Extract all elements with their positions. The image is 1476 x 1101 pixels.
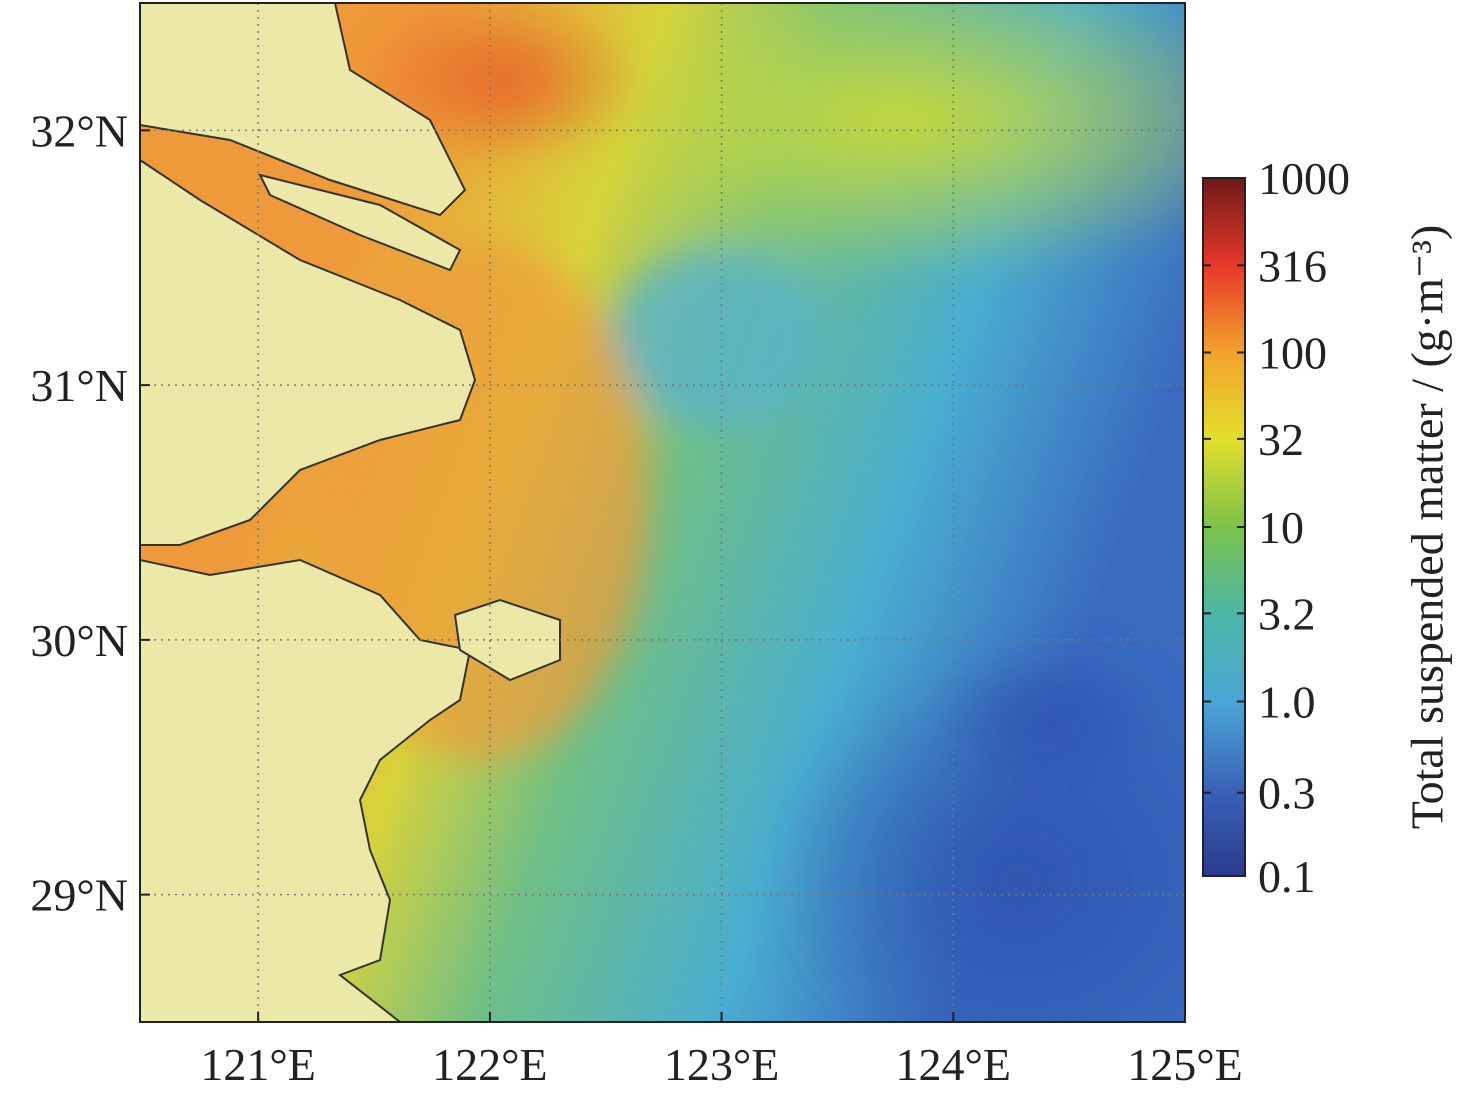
- colorbar-label: 100: [1258, 328, 1327, 379]
- x-tick-label: 123°E: [664, 1039, 780, 1090]
- colorbar-label: 10: [1258, 502, 1304, 553]
- map-area: [140, 3, 1185, 1022]
- x-tick-label: 121°E: [200, 1039, 316, 1090]
- colorbar-title: Total suspended matter / (g·m⁻³): [1402, 225, 1453, 830]
- colorbar-label: 0.1: [1258, 851, 1316, 902]
- colorbar-label: 0.3: [1258, 768, 1316, 819]
- colorbar-label: 316: [1258, 240, 1327, 291]
- y-tick-label: 30°N: [30, 615, 128, 666]
- colorbar-label: 1000: [1258, 153, 1350, 204]
- y-tick-label: 32°N: [30, 105, 128, 156]
- y-tick-label: 29°N: [30, 870, 128, 921]
- x-tick-label: 122°E: [432, 1039, 548, 1090]
- colorbar-label: 1.0: [1258, 677, 1316, 728]
- x-tick-label: 124°E: [896, 1039, 1012, 1090]
- y-tick-label: 31°N: [30, 360, 128, 411]
- x-tick-label: 125°E: [1127, 1039, 1243, 1090]
- colorbar-label: 32: [1258, 414, 1304, 465]
- colorbar-label: 3.2: [1258, 588, 1316, 639]
- map-frame: [139, 2, 1186, 1023]
